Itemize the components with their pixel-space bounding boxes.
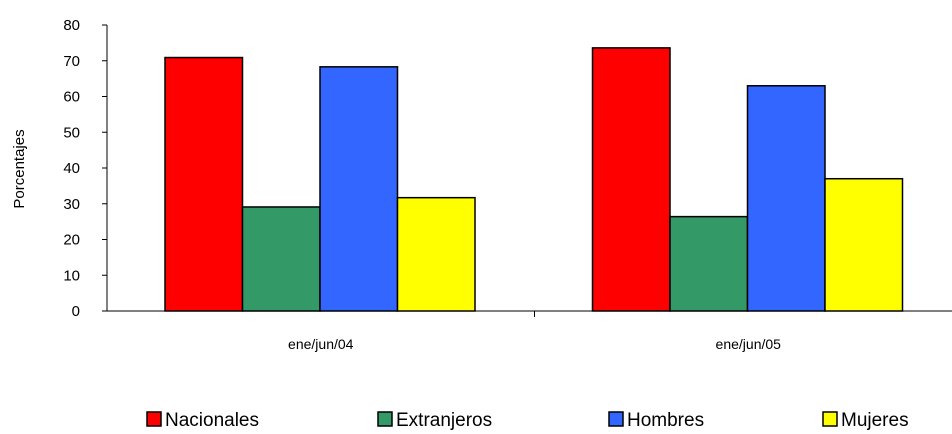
legend-swatch-extranjeros bbox=[377, 411, 393, 427]
bar-mujeres-1 bbox=[396, 196, 476, 312]
legend-swatch-hombres bbox=[608, 411, 624, 427]
x-category-label: ene/jun/05 bbox=[716, 336, 782, 352]
y-tick-label: 40 bbox=[63, 160, 80, 177]
legend-label-mujeres: Mujeres bbox=[841, 410, 909, 431]
y-tick-label: 20 bbox=[63, 232, 80, 249]
y-tick-label: 30 bbox=[63, 196, 80, 213]
legend-swatch-nacionales bbox=[146, 411, 162, 427]
y-tick-label: 10 bbox=[63, 267, 80, 284]
y-ticks: 0 10 20 30 40 50 60 70 80 bbox=[63, 17, 107, 320]
bar-nacionales-1 bbox=[164, 56, 244, 312]
bar-hombres-1 bbox=[319, 66, 399, 312]
y-tick-label: 60 bbox=[63, 89, 80, 106]
y-tick-label: 0 bbox=[72, 303, 80, 320]
bars bbox=[164, 47, 904, 312]
bar-nacionales-2 bbox=[591, 47, 671, 312]
y-tick-label: 80 bbox=[63, 17, 80, 34]
legend-swatch-mujeres bbox=[822, 411, 838, 427]
legend-label-nacionales: Nacionales bbox=[165, 410, 259, 431]
bar-extranjeros-1 bbox=[241, 206, 321, 312]
y-axis-label: Porcentajes bbox=[11, 129, 28, 208]
legend-label-hombres: Hombres bbox=[627, 410, 704, 431]
y-tick-label: 70 bbox=[63, 53, 80, 70]
bar-extranjeros-2 bbox=[669, 215, 749, 312]
bar-hombres-2 bbox=[746, 85, 826, 312]
bar-mujeres-2 bbox=[824, 177, 904, 312]
x-category-labels: ene/jun/04 ene/jun/05 bbox=[288, 336, 781, 352]
x-category-label: ene/jun/04 bbox=[288, 336, 354, 352]
y-tick-label: 50 bbox=[63, 124, 80, 141]
legend: Nacionales Extranjeros Hombres Mujeres bbox=[146, 410, 909, 431]
legend-label-extranjeros: Extranjeros bbox=[396, 410, 492, 431]
